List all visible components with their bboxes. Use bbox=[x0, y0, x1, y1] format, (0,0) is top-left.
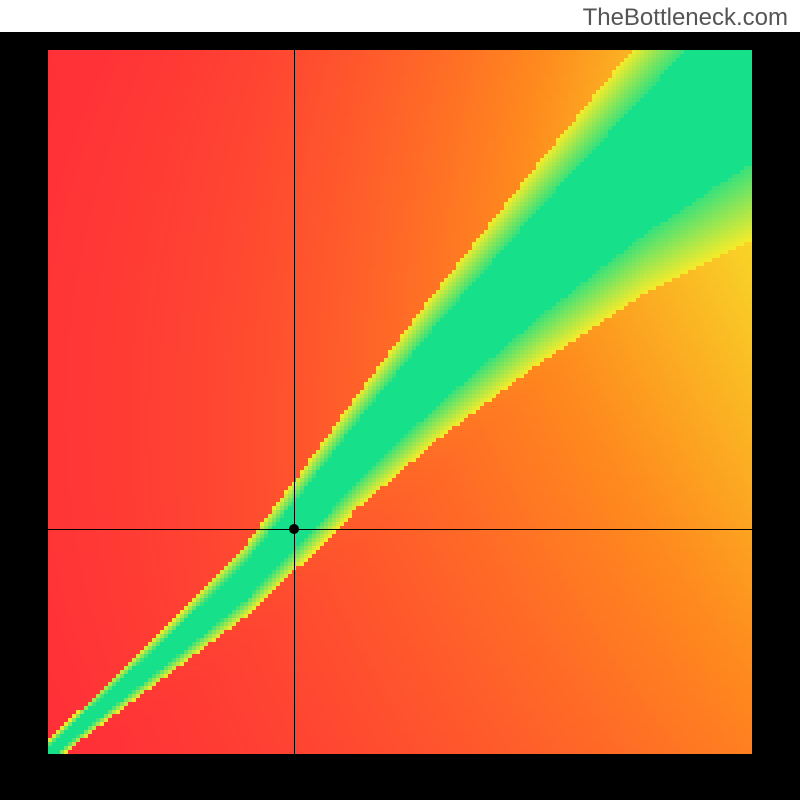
crosshair-vertical bbox=[294, 50, 295, 754]
chart-outer-frame bbox=[0, 32, 800, 800]
heatmap-canvas bbox=[48, 50, 752, 754]
crosshair-dot bbox=[289, 524, 299, 534]
watermark-text: TheBottleneck.com bbox=[583, 4, 788, 32]
heatmap-plot-area bbox=[48, 50, 752, 754]
crosshair-horizontal bbox=[48, 529, 752, 530]
